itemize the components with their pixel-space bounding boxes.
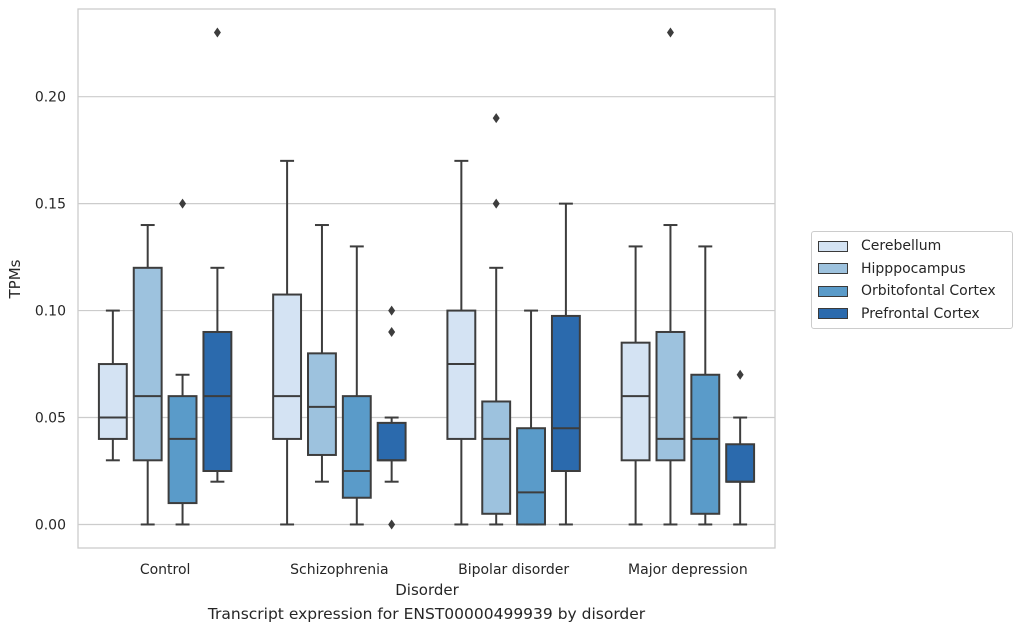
box-group: [725, 369, 756, 526]
outlier-point: [736, 369, 744, 380]
tick-layer: 0.00 0.05 0.10 0.15 0.20 Control Schizophrenia…: [35, 90, 748, 578]
box-iqr: [132, 266, 163, 462]
legend-label: Orbitofontal Cortex: [861, 283, 996, 300]
y-tick-label: 0.05: [35, 411, 66, 427]
x-tick-label: Schizophrenia: [290, 562, 388, 578]
x-tick-label: Major depression: [628, 562, 748, 578]
box-iqr: [481, 400, 512, 515]
box-iqr: [655, 330, 686, 462]
box-iqr: [550, 314, 581, 472]
box-group: [550, 202, 581, 526]
outlier-point: [179, 198, 187, 209]
legend-swatch: [818, 308, 848, 320]
box-group: [655, 27, 686, 526]
box-group: [272, 159, 303, 526]
outlier-point: [492, 113, 500, 124]
legend-item-prefrontal-cortex: Prefrontal Cortex: [812, 303, 1012, 326]
outlier-point: [492, 198, 500, 209]
outlier-point: [213, 27, 221, 38]
box-iqr: [202, 330, 233, 472]
box-iqr: [272, 293, 303, 440]
legend: Cerebellum Hipppocampus Orbitofontal Cor…: [811, 231, 1013, 329]
box-group: [132, 224, 163, 526]
chart-caption: Transcript expression for ENST0000049993…: [207, 605, 646, 623]
box-iqr: [376, 421, 407, 462]
legend-label: Hipppocampus: [861, 260, 966, 277]
box-group: [341, 245, 372, 526]
box-iqr: [516, 427, 546, 526]
legend-label: Prefrontal Cortex: [861, 305, 980, 322]
box-group: [516, 309, 546, 526]
legend-item-cerebellum: Cerebellum: [812, 235, 1012, 258]
legend-swatch: [818, 285, 848, 297]
y-axis-label: TPMs: [6, 259, 24, 299]
box-group: [202, 27, 233, 483]
legend-label: Cerebellum: [861, 238, 942, 255]
y-tick-label: 0.10: [35, 304, 66, 320]
box-group: [620, 245, 651, 526]
x-axis-label: Disorder: [395, 581, 459, 599]
outlier-point: [666, 27, 674, 38]
x-tick-label: Bipolar disorder: [458, 562, 569, 578]
plot-frame: [77, 8, 776, 549]
outlier-point: [388, 326, 396, 337]
legend-item-orbitofrontal-cortex: Orbitofontal Cortex: [812, 280, 1012, 303]
box-iqr: [446, 309, 477, 440]
box-group: [307, 224, 337, 483]
box-group: [167, 198, 198, 526]
box-iqr: [725, 443, 756, 483]
box-iqr: [167, 395, 198, 505]
box-iqr: [690, 373, 721, 515]
y-tick-label: 0.20: [35, 90, 66, 106]
legend-item-hippocampus: Hipppocampus: [812, 258, 1012, 281]
box-iqr: [307, 352, 337, 456]
y-tick-label: 0.00: [35, 517, 66, 533]
box-group: [446, 159, 477, 526]
x-tick-label: Control: [140, 562, 191, 578]
legend-swatch: [818, 240, 848, 252]
y-tick-label: 0.15: [35, 197, 66, 213]
box-group: [690, 245, 721, 526]
box-group: [481, 113, 512, 526]
box-iqr: [620, 341, 651, 462]
outlier-point: [388, 519, 396, 530]
outlier-point: [388, 305, 396, 316]
box-group: [97, 309, 128, 462]
legend-swatch: [818, 263, 848, 275]
box-iqr: [97, 363, 128, 440]
box-layer: [97, 27, 756, 530]
box-iqr: [341, 395, 372, 499]
box-group: [376, 305, 407, 530]
